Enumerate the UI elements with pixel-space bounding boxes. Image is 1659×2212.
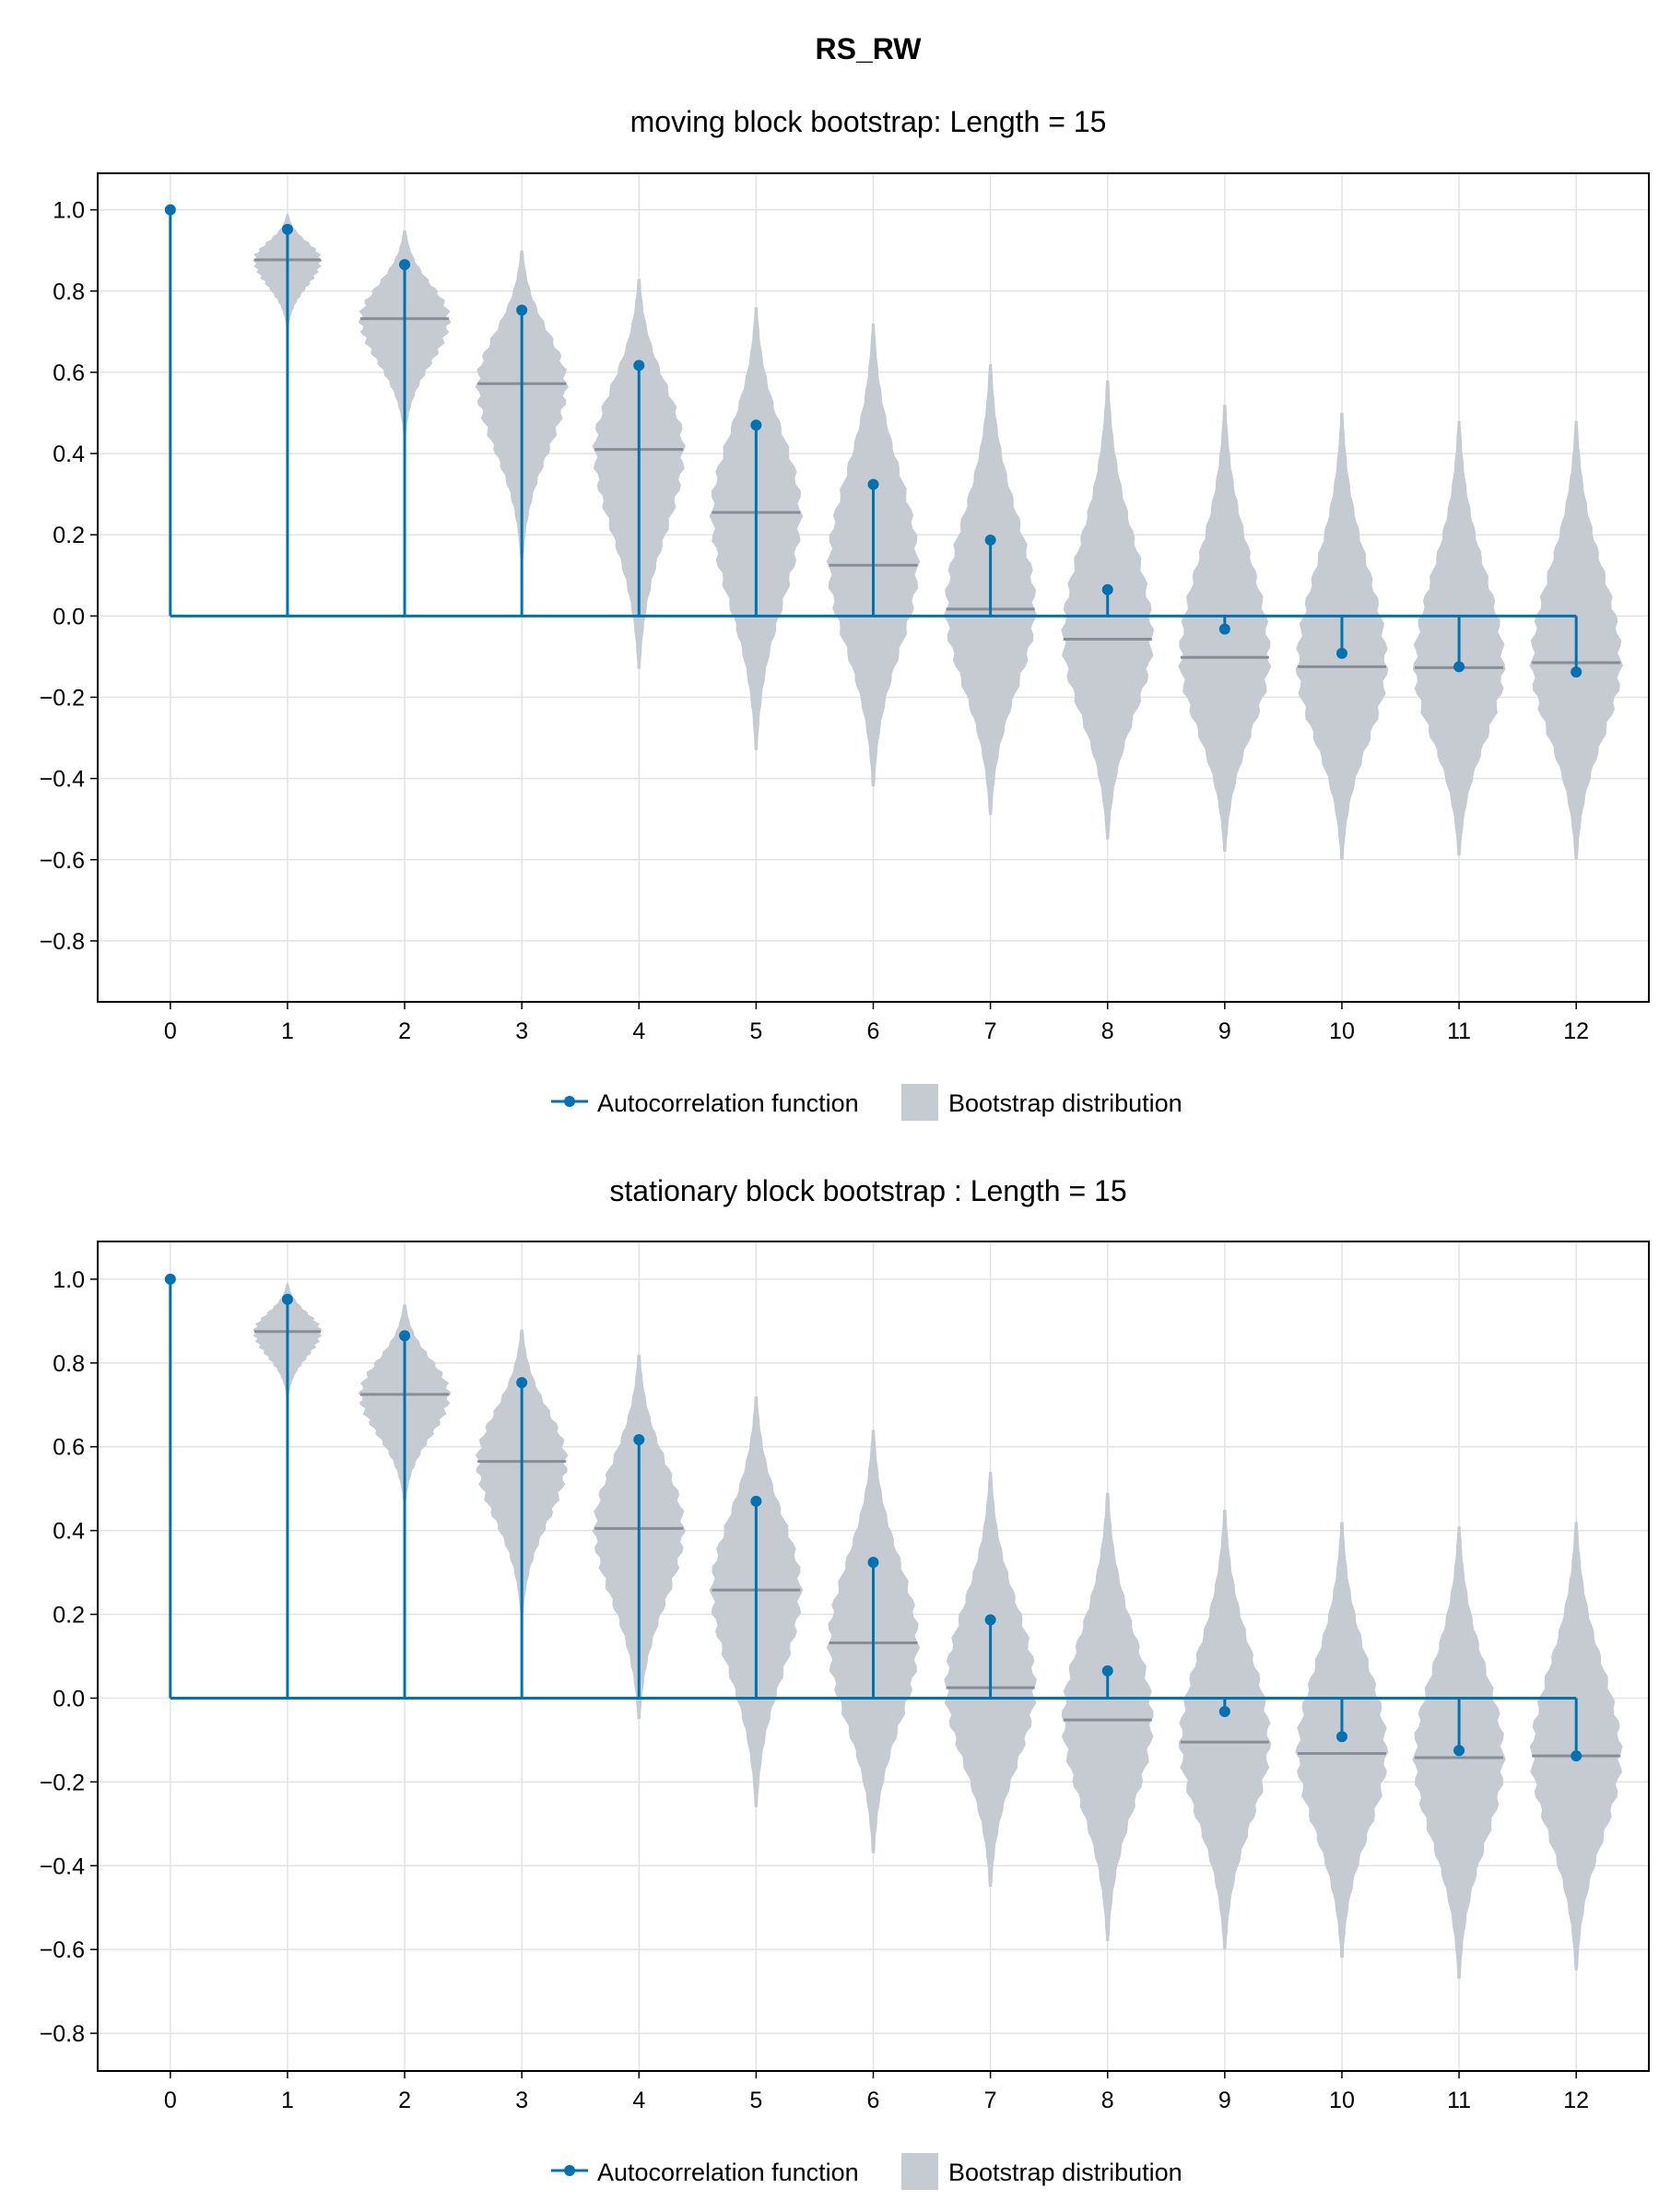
x-tick-label: 2 [398,1018,411,1044]
x-tick-label: 2 [398,2088,411,2113]
acf-point-lag-4 [633,1434,645,1445]
y-tick-label: 1.0 [53,1267,85,1293]
y-tick-label: 1.0 [53,198,85,224]
legend-bootstrap-swatch [901,2153,938,2190]
y-tick-label: 0.2 [53,1603,85,1629]
legend-acf-label: Autocorrelation function [597,1089,859,1117]
acf-point-lag-9 [1218,623,1230,635]
acf-stems [164,204,1583,678]
acf-point-lag-8 [1101,1665,1113,1677]
acf-point-lag-6 [867,1557,879,1569]
y-tick-label: 0.8 [53,279,85,305]
acf-point-lag-7 [984,1614,996,1626]
acf-point-lag-3 [516,1377,528,1389]
acf-point-lag-10 [1335,647,1347,659]
y-tick-label: −0.6 [40,1937,85,1963]
violin-lag-8 [1061,1492,1154,1942]
legend-acf-marker [564,2165,575,2176]
legend-acf-label: Autocorrelation function [597,2159,859,2186]
legend: Autocorrelation function Bootstrap distr… [551,1084,1182,1121]
chart-title: moving block bootstrap: Length = 15 [630,105,1107,138]
x-tick-label: 5 [749,1018,762,1044]
x-tick-label: 8 [1101,1018,1114,1044]
legend: Autocorrelation function Bootstrap distr… [551,2153,1182,2190]
x-tick-label: 9 [1218,2088,1231,2113]
x-tick-label: 7 [984,1018,997,1044]
x-tick-label: 12 [1563,1018,1589,1044]
acf-point-lag-10 [1335,1731,1347,1743]
acf-point-lag-0 [164,204,176,216]
acf-point-lag-11 [1453,1745,1465,1757]
y-axis-ticks: −0.8 −0.6 −0.4 −0.2 0.0 0.2 0.4 0.6 0.8 1.0 [40,198,98,955]
y-tick-label: 0.6 [53,360,85,386]
y-tick-label: 0.4 [53,441,85,467]
chart-panel-stationary-block: stationary block bootstrap : Length = 15… [40,1174,1650,2190]
acf-stems [164,1273,1583,1762]
x-tick-label: 10 [1329,1018,1355,1044]
acf-point-lag-0 [164,1273,176,1285]
y-axis-ticks: −0.8 −0.6 −0.4 −0.2 0.0 0.2 0.4 0.6 0.8 1.0 [40,1267,98,2047]
bootstrap-violins [253,214,1623,860]
x-tick-label: 0 [164,1018,177,1044]
x-tick-label: 5 [749,2088,762,2113]
x-tick-label: 1 [281,2088,294,2113]
x-tick-label: 4 [632,1018,645,1044]
acf-point-lag-9 [1218,1706,1230,1717]
y-tick-label: 0.0 [53,1686,85,1712]
x-tick-label: 3 [515,1018,528,1044]
y-tick-label: −0.2 [40,685,85,711]
y-tick-label: −0.6 [40,848,85,874]
y-tick-label: −0.8 [40,929,85,955]
x-tick-label: 7 [984,2088,997,2113]
chart-title: stationary block bootstrap : Length = 15 [609,1174,1126,1207]
legend-bootstrap-swatch [901,1084,938,1121]
y-tick-label: −0.8 [40,2021,85,2047]
y-tick-label: −0.4 [40,767,85,793]
violin-lag-9 [1178,1509,1271,1950]
bootstrap-violins [253,1283,1623,1979]
acf-point-lag-12 [1571,666,1583,678]
y-tick-label: 0.6 [53,1435,85,1461]
x-tick-label: 11 [1447,2088,1471,2113]
acf-point-lag-11 [1453,661,1465,673]
acf-point-lag-2 [399,1330,411,1342]
acf-point-lag-8 [1101,583,1113,595]
x-axis-ticks: 0 1 2 3 4 5 6 7 8 9 10 11 12 [164,2071,1589,2113]
legend-acf-marker [564,1096,575,1107]
figure-title: RS_RW [816,32,923,65]
y-tick-label: 0.8 [53,1351,85,1377]
acf-point-lag-5 [750,419,762,431]
x-tick-label: 6 [867,1018,880,1044]
acf-point-lag-2 [399,259,411,271]
x-tick-label: 3 [515,2088,528,2113]
acf-point-lag-5 [750,1495,762,1507]
acf-point-lag-1 [281,223,293,235]
x-tick-label: 6 [867,2088,880,2113]
x-tick-label: 11 [1447,1018,1471,1044]
legend-bootstrap-label: Bootstrap distribution [948,1089,1182,1117]
acf-point-lag-4 [633,359,645,371]
y-tick-label: 0.0 [53,604,85,629]
acf-point-lag-12 [1571,1750,1583,1762]
x-tick-label: 0 [164,2088,177,2113]
acf-point-lag-3 [516,304,528,316]
x-axis-ticks: 0 1 2 3 4 5 6 7 8 9 10 11 12 [164,1002,1589,1044]
y-tick-label: −0.2 [40,1770,85,1795]
x-tick-label: 4 [632,2088,645,2113]
acf-point-lag-1 [281,1293,293,1305]
acf-point-lag-6 [867,478,879,490]
acf-point-lag-7 [984,534,996,546]
y-tick-label: 0.2 [53,523,85,548]
x-tick-label: 8 [1101,2088,1114,2113]
legend-bootstrap-label: Bootstrap distribution [948,2159,1182,2186]
x-tick-label: 9 [1218,1018,1231,1044]
y-tick-label: 0.4 [53,1519,85,1545]
x-tick-label: 12 [1563,2088,1589,2113]
chart-panel-moving-block: moving block bootstrap: Length = 15 −0.8… [40,105,1650,1121]
x-tick-label: 10 [1329,2088,1355,2113]
x-tick-label: 1 [281,1018,294,1044]
y-tick-label: −0.4 [40,1853,85,1879]
